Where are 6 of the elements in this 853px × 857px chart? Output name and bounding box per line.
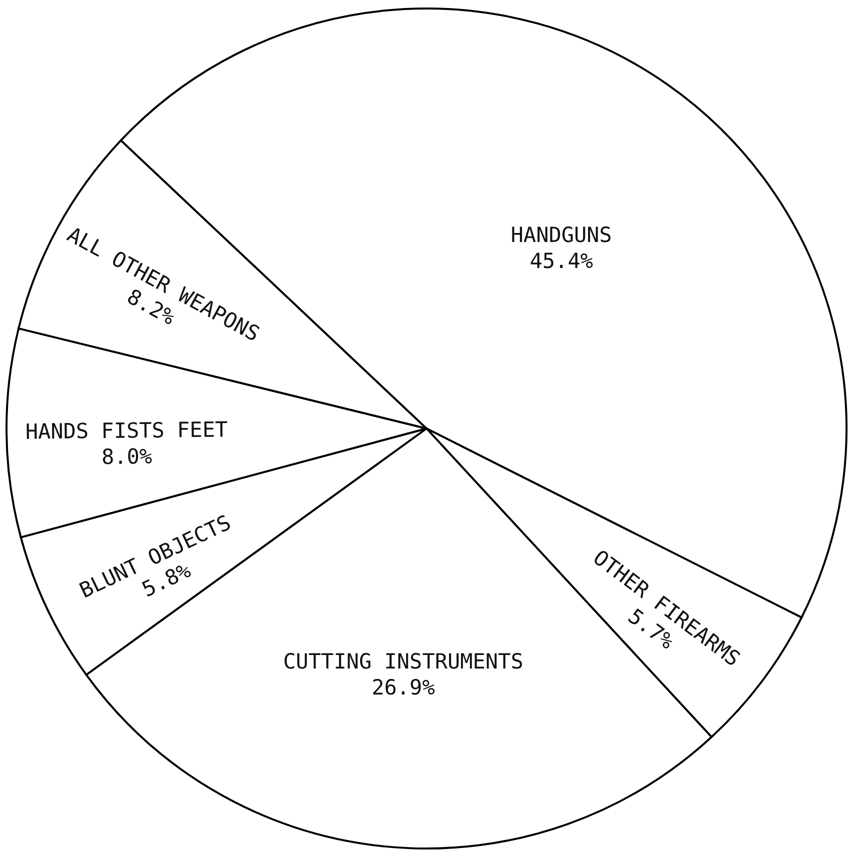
slice-label: HANDGUNS [510, 223, 612, 248]
slice-label: CUTTING INSTRUMENTS [283, 649, 524, 674]
data-label: 45.4% [530, 249, 594, 274]
data-label: 8.0% [101, 444, 153, 469]
slice-label: HANDS FISTS FEET [25, 418, 228, 444]
data-label: 26.9% [372, 675, 436, 700]
